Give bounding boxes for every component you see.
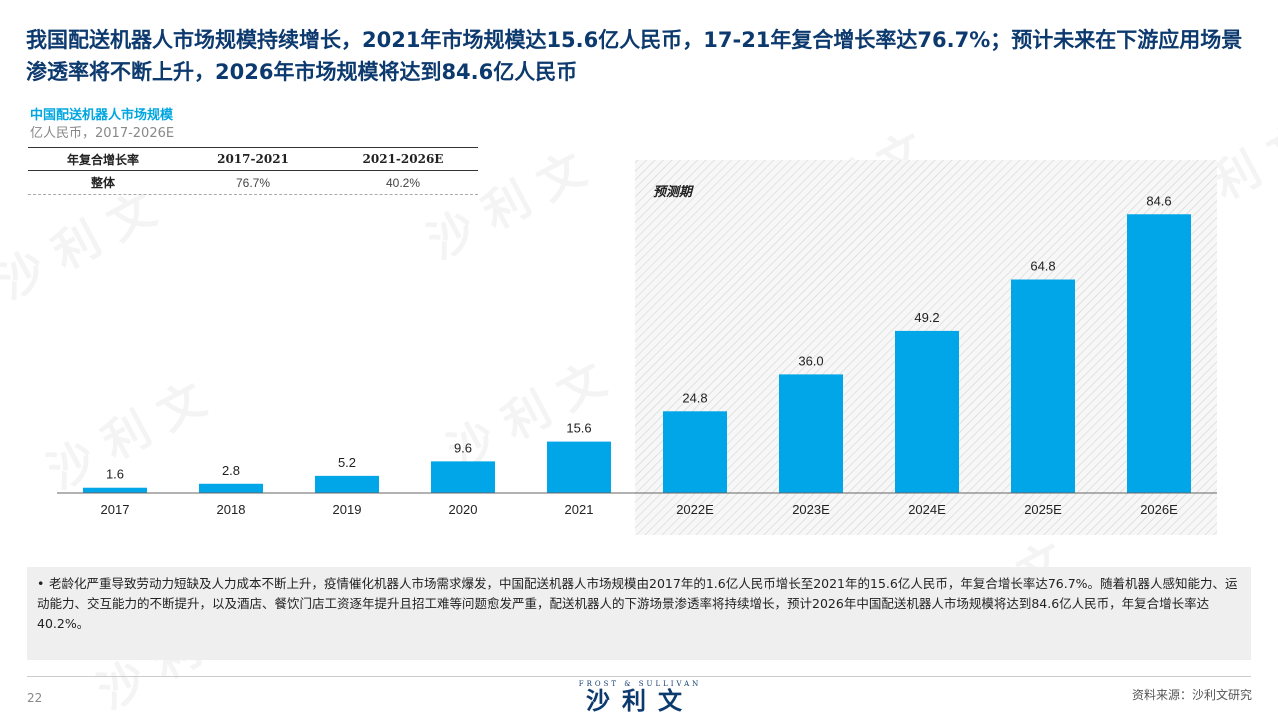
data-label: 49.2 [914, 310, 939, 325]
cagr-cell: 整体 [90, 176, 115, 190]
data-label: 24.8 [682, 390, 707, 405]
x-tick-label: 2026E [1140, 502, 1178, 517]
note-box: • 老龄化严重导致劳动力短缺及人力成本不断上升，疫情催化机器人市场需求爆发，中国配… [27, 567, 1251, 660]
footer-divider [27, 676, 1251, 677]
x-tick-label: 2022E [676, 502, 714, 517]
x-tick-label: 2019 [333, 502, 362, 517]
chart-title: 中国配送机器人市场规模 [30, 108, 174, 123]
cagr-table-row: 整体 76.7% 40.2% [28, 171, 478, 195]
bar [663, 411, 727, 493]
data-label: 36.0 [798, 353, 823, 368]
cagr-header-cell: 2017-2021 [217, 152, 289, 166]
bar [199, 483, 263, 493]
x-tick-label: 2025E [1024, 502, 1062, 517]
bar [1011, 279, 1075, 493]
cagr-cell: 40.2% [385, 175, 421, 190]
page-title: 我国配送机器人市场规模持续增长，2021年市场规模达15.6亿人民币，17-21… [26, 28, 1243, 84]
x-tick-label: 2017 [101, 502, 130, 517]
logo-en: FROST & SULLIVAN [578, 680, 702, 688]
bar [547, 441, 611, 493]
bar [1127, 214, 1191, 493]
cagr-table: 年复合增长率 2017-2021 2021-2026E 整体 76.7% 40.… [28, 147, 478, 195]
bullet-icon: • [37, 576, 45, 591]
chart-subtitle: 亿人民币，2017-2026E [30, 126, 175, 141]
x-tick-label: 2021 [565, 502, 594, 517]
logo-cn: 沙利文 [586, 687, 694, 715]
x-tick-label: 2020 [449, 502, 478, 517]
x-tick-label: 2018 [217, 502, 246, 517]
cagr-header-cell: 2021-2026E [362, 152, 444, 166]
data-label: 2.8 [222, 463, 240, 478]
note-text: 老龄化严重导致劳动力短缺及人力成本不断上升，疫情催化机器人市场需求爆发，中国配送… [37, 576, 1238, 631]
data-label: 1.6 [106, 467, 124, 482]
bar [779, 374, 843, 493]
bar [895, 330, 959, 493]
cagr-cell: 76.7% [235, 175, 271, 190]
cagr-table-header: 年复合增长率 2017-2021 2021-2026E [28, 147, 478, 171]
frost-sullivan-logo: FROST & SULLIVAN 沙利文 [570, 680, 710, 714]
data-label: 15.6 [566, 421, 591, 436]
data-label: 9.6 [454, 440, 472, 455]
data-label: 5.2 [338, 455, 356, 470]
forecast-label: 预测期 [653, 184, 694, 200]
x-tick-label: 2024E [908, 502, 946, 517]
bar [83, 487, 147, 493]
cagr-header-cell: 年复合增长率 [66, 152, 139, 167]
page-number: 22 [27, 691, 43, 705]
x-tick-label: 2023E [792, 502, 830, 517]
data-label: 64.8 [1030, 259, 1055, 274]
source-note: 资料来源：沙利文研究 [1131, 688, 1252, 702]
bar [315, 475, 379, 493]
bar-chart: 预测期 1.6 2017 2.8 2018 5.2 2019 9.6 2020 15.6 2021 2… [57, 160, 1217, 535]
bar [431, 461, 495, 493]
data-label: 84.6 [1146, 193, 1171, 208]
